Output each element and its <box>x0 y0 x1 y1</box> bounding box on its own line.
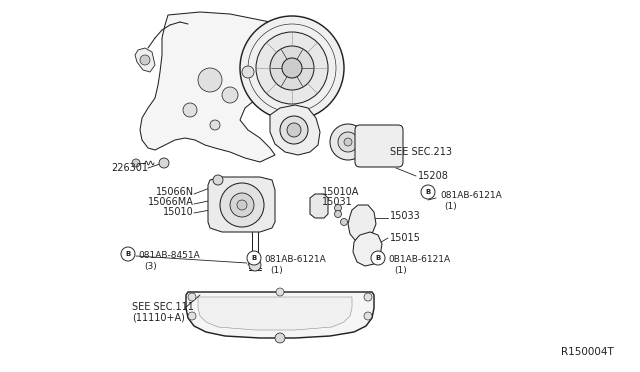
Text: 15010: 15010 <box>163 207 194 217</box>
Polygon shape <box>140 12 285 162</box>
Circle shape <box>240 16 344 120</box>
Circle shape <box>270 46 314 90</box>
Text: R150004T: R150004T <box>561 347 614 357</box>
Circle shape <box>421 185 435 199</box>
Circle shape <box>335 205 342 212</box>
Text: (1): (1) <box>270 266 283 275</box>
Text: B: B <box>376 255 381 261</box>
Text: (1): (1) <box>394 266 407 275</box>
Circle shape <box>282 58 302 78</box>
Polygon shape <box>348 205 376 240</box>
Text: 081AB-6121A: 081AB-6121A <box>264 256 326 264</box>
Polygon shape <box>135 48 155 72</box>
Circle shape <box>371 251 385 265</box>
Text: SEE SEC.213: SEE SEC.213 <box>390 147 452 157</box>
Circle shape <box>338 132 358 152</box>
Circle shape <box>364 293 372 301</box>
Text: 15033: 15033 <box>390 211 420 221</box>
Text: 15066N: 15066N <box>156 187 194 197</box>
Circle shape <box>340 218 348 225</box>
Circle shape <box>198 68 222 92</box>
Polygon shape <box>208 177 275 232</box>
Circle shape <box>230 193 254 217</box>
Circle shape <box>335 211 342 218</box>
Circle shape <box>213 175 223 185</box>
Text: 081AB-8451A: 081AB-8451A <box>138 251 200 260</box>
Text: (3): (3) <box>144 262 157 270</box>
Text: 15010A: 15010A <box>322 187 360 197</box>
Text: B: B <box>125 251 131 257</box>
Text: 226301: 226301 <box>111 163 148 173</box>
Circle shape <box>330 124 366 160</box>
Text: SEE SEC.111: SEE SEC.111 <box>132 302 194 312</box>
Polygon shape <box>310 194 328 218</box>
Circle shape <box>275 333 285 343</box>
Circle shape <box>256 32 328 104</box>
Circle shape <box>364 312 372 320</box>
Text: 081AB-6121A: 081AB-6121A <box>440 192 502 201</box>
Circle shape <box>276 288 284 296</box>
Circle shape <box>210 120 220 130</box>
Circle shape <box>247 251 261 265</box>
FancyBboxPatch shape <box>355 125 403 167</box>
Text: 15031: 15031 <box>322 197 353 207</box>
Text: 0B1AB-6121A: 0B1AB-6121A <box>388 256 450 264</box>
Circle shape <box>140 55 150 65</box>
Text: B: B <box>252 255 257 261</box>
Circle shape <box>183 103 197 117</box>
Text: (1): (1) <box>444 202 457 211</box>
Text: B: B <box>426 189 431 195</box>
Text: 15066MA: 15066MA <box>148 197 194 207</box>
Circle shape <box>159 158 169 168</box>
Text: 15015: 15015 <box>390 233 421 243</box>
Circle shape <box>222 87 238 103</box>
Polygon shape <box>353 232 382 266</box>
Circle shape <box>242 66 254 78</box>
Circle shape <box>121 247 135 261</box>
Circle shape <box>188 293 196 301</box>
Circle shape <box>276 334 284 342</box>
Text: (11110+A): (11110+A) <box>132 312 185 322</box>
Circle shape <box>188 312 196 320</box>
Circle shape <box>280 116 308 144</box>
Circle shape <box>132 159 140 167</box>
Polygon shape <box>270 105 320 155</box>
Polygon shape <box>198 297 352 330</box>
Circle shape <box>287 123 301 137</box>
Polygon shape <box>186 292 374 338</box>
Circle shape <box>220 183 264 227</box>
Circle shape <box>237 200 247 210</box>
Text: 15208: 15208 <box>418 171 449 181</box>
Circle shape <box>344 138 352 146</box>
Circle shape <box>249 259 261 271</box>
